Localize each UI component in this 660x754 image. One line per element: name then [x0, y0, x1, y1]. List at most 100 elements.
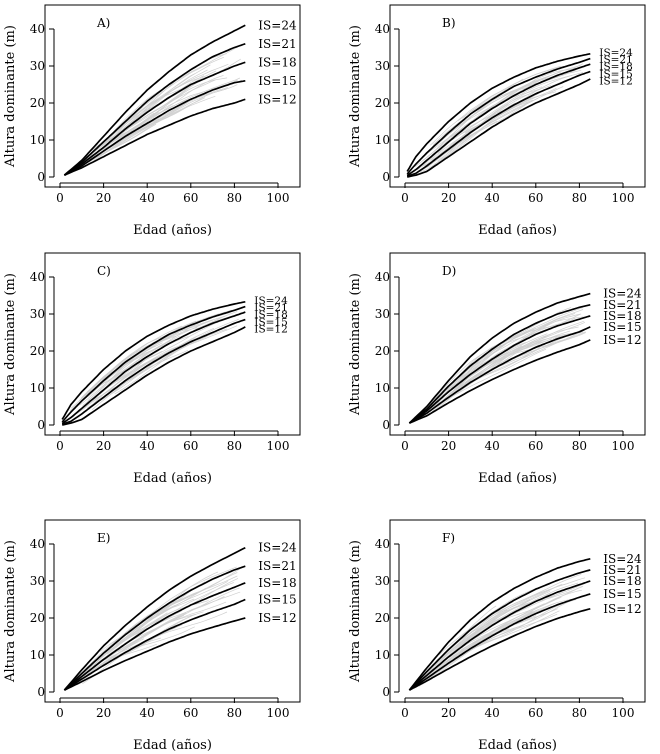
- curve-is-21: [408, 303, 591, 424]
- x-tick-label: 20: [96, 191, 111, 205]
- x-axis-label: Edad (años): [478, 471, 557, 486]
- x-tick-label: 20: [441, 191, 456, 205]
- observed-profile: [69, 586, 210, 689]
- curve-label-is-21: IS=21: [603, 298, 641, 312]
- y-axis-label: Altura dominante (m): [3, 540, 18, 683]
- observed-profile: [103, 626, 195, 665]
- curve-is-15: [408, 593, 591, 691]
- observed-profile: [87, 339, 171, 401]
- curve-is-21: [406, 57, 591, 175]
- y-tick-label: 20: [30, 344, 45, 358]
- curve-is-21: [408, 569, 591, 691]
- y-tick-label: 30: [375, 574, 390, 588]
- y-tick-label: 10: [30, 133, 45, 147]
- x-tick-label: 40: [140, 439, 155, 453]
- curve-label-is-12: IS=12: [599, 76, 633, 88]
- plot-frame: [44, 519, 301, 703]
- observed-profile: [421, 613, 558, 685]
- curve-label-is-12: IS=12: [603, 602, 641, 616]
- x-tick-label: 100: [267, 439, 290, 453]
- curve-is-12: [64, 98, 246, 176]
- curve-label-is-15: IS=15: [258, 74, 296, 88]
- observed-profile: [427, 86, 564, 168]
- y-tick-label: 40: [30, 22, 45, 36]
- observed-profile: [78, 638, 145, 681]
- observed-profile: [418, 599, 576, 684]
- curve-is-21: [63, 42, 246, 176]
- observed-profile: [88, 95, 216, 163]
- observed-profile: [70, 604, 176, 685]
- panel-d: 0 20 40 60 80 100 0 10 20 30 40 Edad (años) Altura d…: [348, 252, 646, 486]
- curve-label-is-24: IS=24: [603, 287, 642, 301]
- curve-is-12: [409, 339, 591, 424]
- plot-frame: [389, 519, 646, 703]
- observed-profile: [458, 75, 573, 136]
- observed-profile: [438, 104, 526, 156]
- x-tick-label: 20: [441, 706, 456, 720]
- curve-label-is-15: IS=15: [599, 68, 633, 80]
- panel-tag: D): [442, 264, 456, 278]
- observed-profile: [429, 582, 570, 671]
- observed-profiles: [69, 309, 241, 419]
- curve-label-is-12: IS=12: [603, 333, 641, 347]
- x-tick-label: 40: [485, 706, 500, 720]
- y-tick-label: 20: [375, 344, 390, 358]
- curve-is-18: [61, 311, 246, 425]
- curve-is-24: [408, 292, 591, 424]
- curve-is-18: [406, 63, 591, 177]
- x-tick-label: 80: [227, 191, 242, 205]
- curve-is-21: [63, 565, 246, 691]
- observed-profile: [113, 102, 188, 149]
- x-axis-label: Edad (años): [478, 223, 557, 238]
- y-tick-label: 40: [375, 270, 390, 284]
- curve-label-is-21: IS=21: [599, 54, 633, 66]
- observed-profile: [465, 326, 579, 384]
- panel-tag: F): [442, 531, 455, 545]
- curve-label-is-21: IS=21: [258, 37, 296, 51]
- observed-profile: [417, 605, 497, 683]
- y-tick-label: 30: [30, 59, 45, 73]
- curve-label-is-18: IS=18: [258, 55, 296, 69]
- x-tick-label: 0: [56, 706, 64, 720]
- observed-profile: [104, 568, 240, 654]
- y-tick-label: 20: [30, 96, 45, 110]
- x-tick-label: 40: [485, 191, 500, 205]
- y-tick-label: 40: [30, 270, 45, 284]
- panel-tag: C): [97, 264, 111, 278]
- x-tick-label: 80: [572, 439, 587, 453]
- y-tick-label: 10: [375, 133, 390, 147]
- y-tick-label: 30: [30, 307, 45, 321]
- x-tick-label: 80: [227, 439, 242, 453]
- curve-label-is-21: IS=21: [258, 559, 296, 573]
- observed-profile: [430, 65, 562, 146]
- plot-frame: [44, 4, 301, 188]
- observed-profile: [453, 321, 586, 390]
- y-axis-label: Altura dominante (m): [348, 273, 363, 416]
- y-tick-label: 0: [37, 170, 45, 184]
- curve-is-15: [408, 326, 591, 424]
- x-tick-label: 20: [441, 439, 456, 453]
- x-tick-label: 0: [56, 439, 64, 453]
- observed-profile: [79, 327, 198, 406]
- curve-label-is-18: IS=18: [254, 309, 287, 321]
- y-tick-label: 20: [375, 611, 390, 625]
- x-tick-label: 0: [401, 706, 409, 720]
- curve-label-is-15: IS=15: [603, 587, 641, 601]
- x-tick-label: 100: [267, 191, 290, 205]
- y-tick-label: 20: [375, 96, 390, 110]
- x-tick-label: 80: [572, 191, 587, 205]
- curve-is-12: [409, 607, 591, 691]
- x-tick-label: 60: [528, 706, 543, 720]
- observed-profile: [463, 610, 560, 655]
- x-axis-label: Edad (años): [133, 223, 212, 238]
- panel-tag: E): [97, 531, 110, 545]
- curve-is-12: [62, 326, 246, 426]
- x-tick-label: 0: [56, 191, 64, 205]
- x-tick-label: 60: [183, 191, 198, 205]
- curve-label-is-21: IS=21: [603, 563, 641, 577]
- panel-c: 0 20 40 60 80 100 0 10 20 30 40 Edad (años) Altura d…: [3, 252, 301, 486]
- y-tick-label: 30: [375, 307, 390, 321]
- curve-is-18: [63, 582, 246, 691]
- curve-label-is-24: IS=24: [258, 18, 297, 32]
- x-tick-label: 60: [528, 191, 543, 205]
